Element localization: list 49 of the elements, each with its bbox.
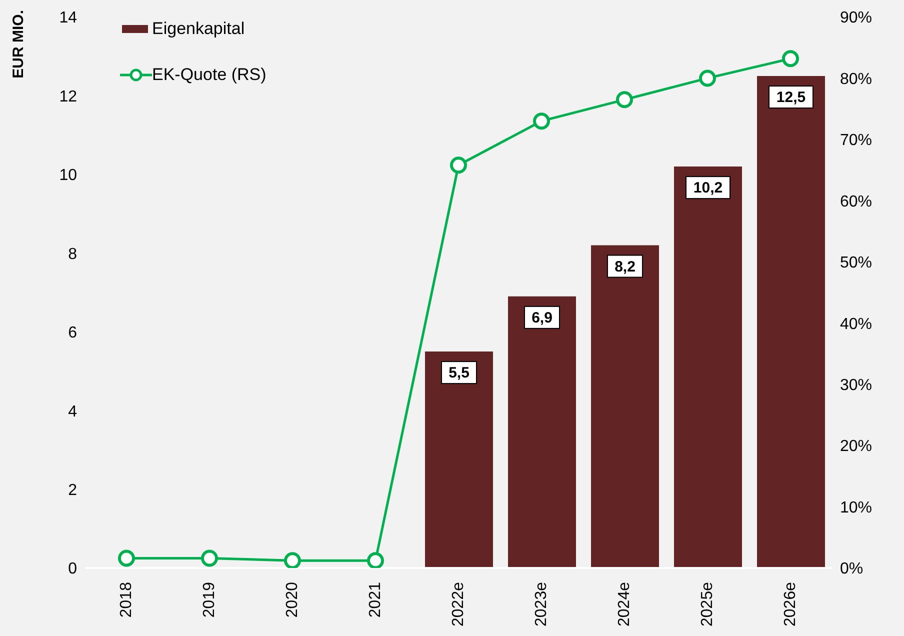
y-tick-label: 2 [68, 482, 78, 499]
y-tick-label: 8 [68, 246, 78, 263]
x-tick-label: 2021 [367, 582, 384, 618]
point [782, 50, 799, 68]
y2-tick-label: 0% [840, 560, 864, 578]
data-label: 8,2 [614, 258, 636, 276]
point [616, 91, 633, 108]
x-tick-label: 2022e [450, 582, 467, 626]
y-tick-label: 6 [68, 324, 78, 342]
y-tick-label: 12 [59, 88, 78, 106]
x-tick-label: 2026e [782, 582, 799, 626]
bar [757, 76, 825, 568]
bar [591, 245, 659, 568]
legend-label: EK-Quote (RS) [152, 65, 266, 85]
data-label: 6,9 [532, 309, 552, 326]
y-tick-label: 4 [68, 403, 78, 420]
point [533, 112, 550, 130]
y2-tick-label: 70% [840, 132, 872, 150]
y2-tick-label: 10% [840, 499, 872, 516]
point [284, 552, 301, 568]
legend-label: Eigenkapital [152, 19, 245, 39]
y-tick-label: 14 [59, 10, 78, 27]
y-axis-title: EUR MIO. [10, 10, 27, 78]
y-tick-label: 0 [68, 560, 78, 578]
y2-tick-label: 50% [840, 254, 872, 272]
y2-tick-label: 20% [840, 438, 872, 456]
x-tick-label: 2025e [699, 582, 716, 626]
y2-tick-label: 30% [840, 377, 872, 394]
point [201, 550, 218, 567]
x-tick-label: 2020 [284, 582, 301, 618]
x-tick-label: 2018 [118, 582, 135, 618]
x-tick-label: 2023e [533, 582, 550, 626]
y-tick-label: 10 [59, 167, 78, 184]
x-tick-label: 2019 [201, 582, 218, 618]
bar [508, 296, 576, 568]
x-tick-label: 2024e [616, 582, 633, 626]
data-label: 12,5 [776, 89, 806, 106]
data-label: 10,2 [693, 180, 723, 197]
point [450, 156, 467, 174]
point [367, 552, 384, 568]
bar [674, 166, 742, 568]
point [699, 70, 716, 87]
y2-tick-label: 80% [840, 70, 872, 88]
y2-tick-label: 40% [840, 316, 872, 333]
bar [425, 352, 493, 568]
point [118, 550, 135, 567]
y2-tick-label: 90% [840, 10, 872, 27]
y2-tick-label: 60% [840, 193, 872, 210]
data-label: 5,5 [448, 364, 470, 382]
